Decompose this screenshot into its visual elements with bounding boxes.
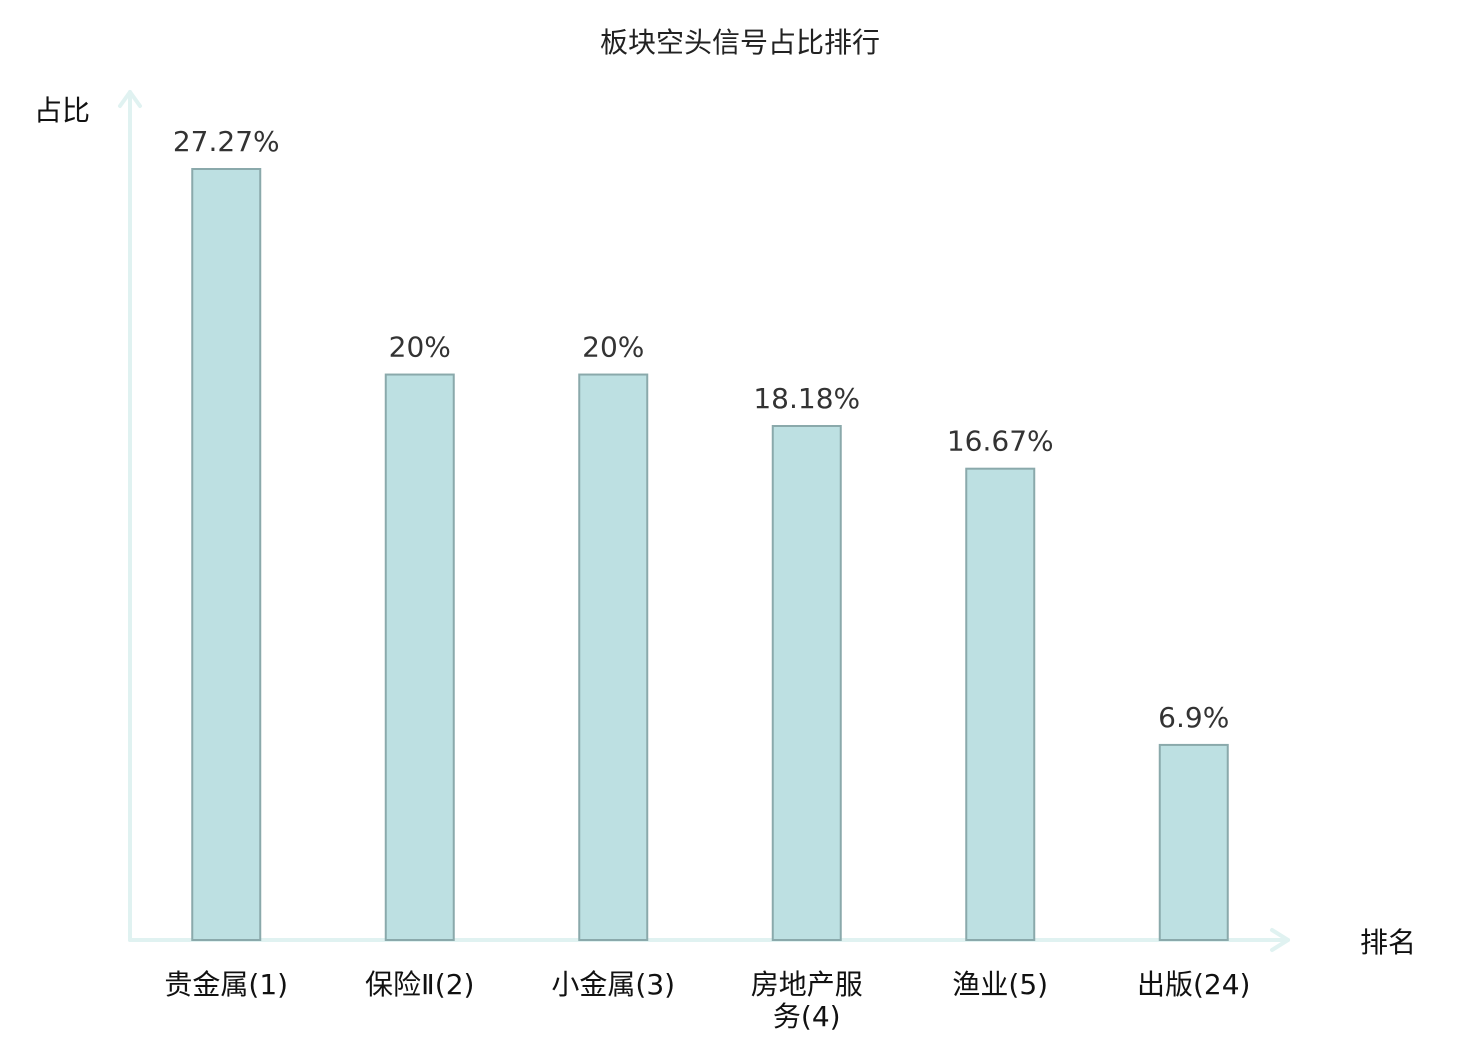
value-labels: 27.27% 20% 20% 18.18% 16.67% 6.9% [173, 125, 1229, 734]
bars [191, 168, 1229, 941]
y-axis-arrow [118, 90, 142, 108]
bar [191, 168, 262, 941]
category-label: 小金属(3) [551, 968, 675, 1001]
y-axis-label: 占比 [34, 94, 90, 127]
bar-value-label: 20% [389, 331, 451, 364]
bar-value-label: 20% [582, 331, 644, 364]
bar-value-label: 27.27% [173, 125, 280, 158]
bar [771, 425, 842, 941]
bar-value-label: 6.9% [1158, 701, 1229, 734]
category-label: 务(4) [773, 1000, 841, 1033]
bar [384, 373, 455, 941]
x-axis-label: 排名 [1360, 926, 1416, 959]
bar-value-label: 16.67% [947, 425, 1054, 458]
bar [1158, 743, 1229, 941]
x-axis [128, 928, 1290, 952]
category-label: 贵金属(1) [164, 968, 288, 1001]
category-label: 保险Ⅱ(2) [365, 968, 474, 1001]
category-label: 渔业(5) [952, 968, 1048, 1001]
y-axis [118, 90, 142, 942]
category-label: 房地产服 [751, 968, 863, 1001]
bar [965, 467, 1036, 941]
bar [578, 373, 649, 941]
category-label: 出版(24) [1137, 968, 1250, 1001]
chart-title: 板块空头信号占比排行 [600, 26, 880, 59]
bar-value-label: 18.18% [753, 382, 860, 415]
x-axis-arrow [1270, 928, 1290, 952]
